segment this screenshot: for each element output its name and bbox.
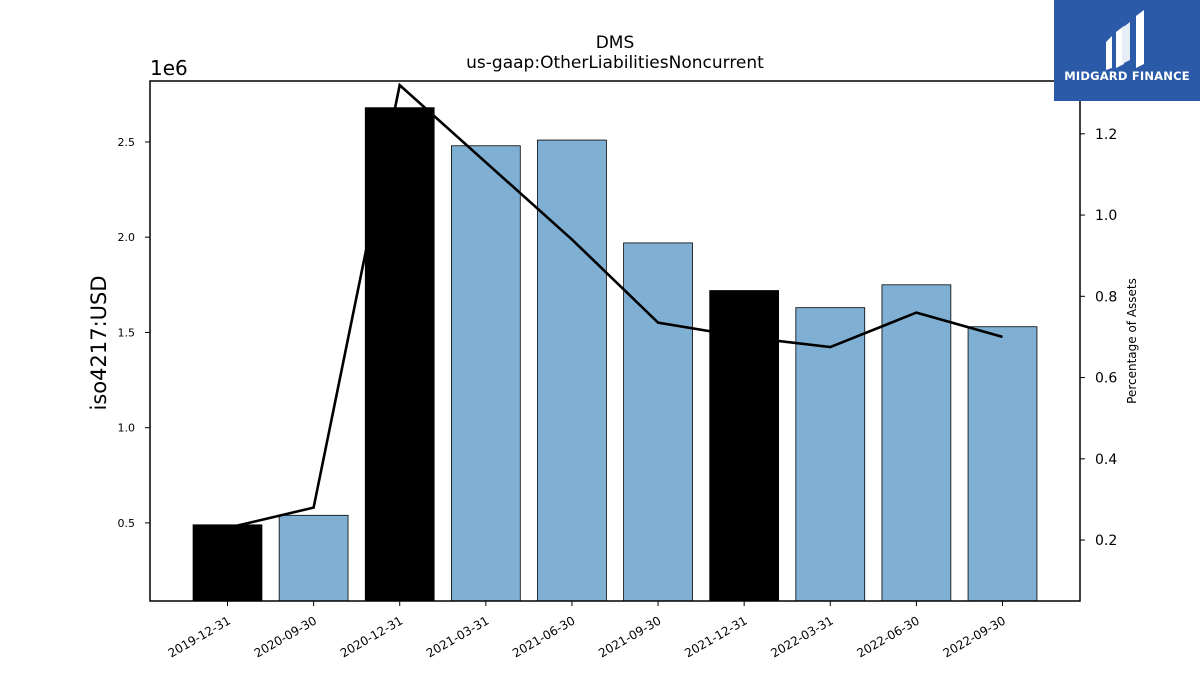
chart-title: DMS (596, 33, 635, 53)
x-tick-label: 2020-12-31 (338, 613, 405, 660)
bar (623, 242, 693, 602)
y-tick-label: 2.0 (118, 231, 136, 244)
y-tick-label: 1.5 (118, 326, 136, 339)
x-tick-label: 2022-06-30 (854, 613, 921, 660)
bar (709, 290, 780, 602)
x-tick-label: 2022-03-31 (768, 613, 835, 660)
x-tick-label: 2021-12-31 (682, 613, 749, 660)
x-tick-label: 2021-09-30 (596, 613, 663, 660)
y2-axis-label: Percentage of Assets (1125, 278, 1139, 404)
bar (537, 139, 607, 602)
y-axis-label: iso4217:USD (87, 275, 111, 410)
y2-tick-label: 1.2 (1095, 127, 1117, 143)
midgard-logo-icon (1106, 10, 1144, 70)
x-tick-label: 2021-03-31 (424, 613, 491, 660)
midgard-finance-logo: MIDGARD FINANCE (1054, 0, 1200, 101)
y2-tick-label: 0.2 (1095, 533, 1117, 549)
y2-tick-label: 0.8 (1095, 289, 1117, 305)
y2-tick-label: 1.0 (1095, 208, 1117, 224)
bar (192, 524, 263, 602)
x-tick-label: 2021-06-30 (510, 613, 577, 660)
bar (450, 145, 521, 602)
x-tick-label: 2020-09-30 (252, 613, 319, 660)
plot-frame (149, 80, 1081, 602)
x-tick-label: 2019-12-31 (166, 613, 233, 660)
bar (364, 107, 435, 602)
x-tick-label: 2022-09-30 (941, 613, 1008, 660)
y2-tick-label: 0.4 (1095, 452, 1117, 468)
bar (967, 326, 1038, 602)
y2-tick-label: 0.6 (1095, 371, 1117, 387)
chart-subtitle: us-gaap:OtherLiabilitiesNoncurrent (466, 53, 764, 73)
percentage-line (227, 82, 1003, 530)
y-tick-label: 0.5 (118, 517, 136, 530)
bar (278, 514, 349, 602)
y-offset-label: 1e6 (150, 56, 188, 80)
bar (795, 307, 866, 602)
y-tick-label: 2.5 (118, 136, 136, 149)
y-tick-label: 1.0 (118, 422, 136, 435)
bar (881, 284, 952, 602)
logo-text: MIDGARD FINANCE (1064, 69, 1190, 83)
